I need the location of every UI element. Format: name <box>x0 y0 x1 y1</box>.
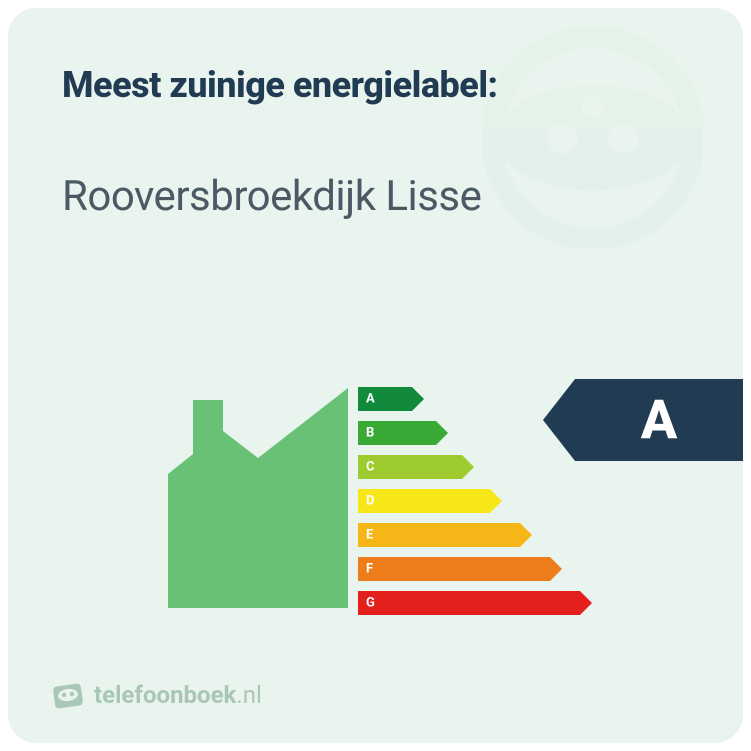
footer-logo-icon <box>52 679 84 711</box>
footer-brand-light: .nl <box>236 681 261 709</box>
energy-bar-body <box>358 489 490 513</box>
energy-bar-g <box>358 591 592 615</box>
energy-bar-e <box>358 523 532 547</box>
energy-bar-tip <box>436 421 448 445</box>
energy-bar-tip <box>490 489 502 513</box>
energy-bar-body <box>358 523 520 547</box>
selected-label-badge: A <box>543 379 743 461</box>
energy-bar-tip <box>550 557 562 581</box>
subheading: Rooversbroekdijk Lisse <box>62 172 481 221</box>
energy-bar-body <box>358 557 550 581</box>
selected-label-tip <box>543 379 575 461</box>
energy-bar-letter: F <box>366 562 373 577</box>
energy-bar-row: G <box>358 586 628 620</box>
energy-bar-tip <box>580 591 592 615</box>
energy-bar-tip <box>462 455 474 479</box>
energy-bar-tip <box>520 523 532 547</box>
energy-bar-row: E <box>358 518 628 552</box>
energy-bar-c <box>358 455 474 479</box>
footer-brand-text: telefoonboek.nl <box>94 681 262 709</box>
card-container: Meest zuinige energielabel: Rooversbroek… <box>8 8 743 743</box>
footer-brand-bold: telefoonboek <box>94 681 236 709</box>
energy-bar-body <box>358 591 580 615</box>
energy-bar-letter: D <box>366 494 374 509</box>
heading: Meest zuinige energielabel: <box>62 64 498 106</box>
energy-bar-letter: G <box>366 596 375 611</box>
energy-label-chart: A B C D E F G <box>168 368 558 628</box>
energy-bar-f <box>358 557 562 581</box>
energy-bar-letter: C <box>366 460 375 475</box>
house-icon <box>168 388 348 608</box>
energy-bar-row: F <box>358 552 628 586</box>
energy-bar-row: D <box>358 484 628 518</box>
energy-bar-letter: E <box>366 528 373 543</box>
energy-bar-tip <box>412 387 424 411</box>
energy-bar-d <box>358 489 502 513</box>
watermark-logo <box>483 28 703 248</box>
selected-label-body: A <box>575 379 743 461</box>
selected-label-letter: A <box>641 389 678 452</box>
footer: telefoonboek.nl <box>52 679 262 711</box>
energy-bar-letter: A <box>366 392 375 407</box>
energy-bar-letter: B <box>366 426 374 441</box>
